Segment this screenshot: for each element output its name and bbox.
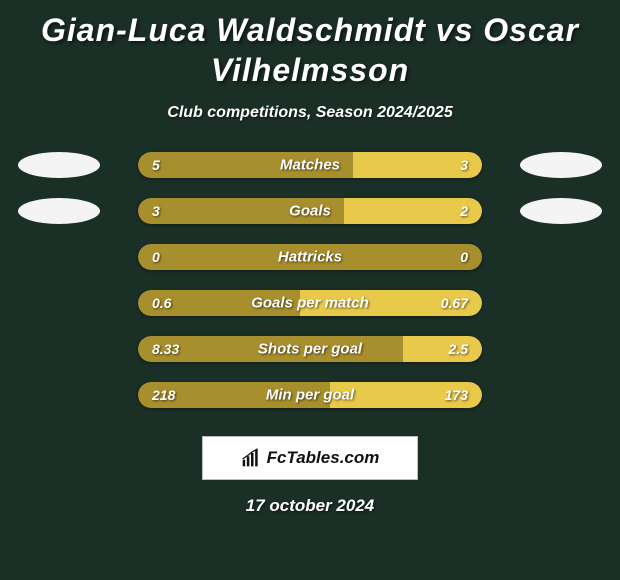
stat-bar: 5 3 Matches xyxy=(138,152,482,178)
value-right: 3 xyxy=(460,157,468,173)
page-title: Gian-Luca Waldschmidt vs Oscar Vilhelmss… xyxy=(0,0,620,90)
stat-label: Goals xyxy=(289,203,331,220)
stat-row: 3 2 Goals xyxy=(0,198,620,224)
value-left: 5 xyxy=(152,157,160,173)
team-pill-right xyxy=(520,152,602,178)
stat-row: 0 0 Hattricks xyxy=(0,244,620,270)
team-pill-left xyxy=(18,198,100,224)
value-right: 2.5 xyxy=(449,341,468,357)
stat-row: 8.33 2.5 Shots per goal xyxy=(0,336,620,362)
subtitle: Club competitions, Season 2024/2025 xyxy=(0,104,620,122)
stat-bar: 8.33 2.5 Shots per goal xyxy=(138,336,482,362)
stat-label: Goals per match xyxy=(251,295,369,312)
stat-bar: 0 0 Hattricks xyxy=(138,244,482,270)
branding-badge: FcTables.com xyxy=(202,436,418,480)
stat-row: 5 3 Matches xyxy=(0,152,620,178)
value-left: 218 xyxy=(152,387,175,403)
branding-text: FcTables.com xyxy=(267,448,380,468)
stat-bar: 218 173 Min per goal xyxy=(138,382,482,408)
fctables-logo-icon xyxy=(241,448,261,468)
comparison-chart: 5 3 Matches 3 2 Goals 0 0 Hattricks 0.6 0.67 Goals … xyxy=(0,152,620,408)
stat-label: Min per goal xyxy=(266,387,354,404)
stat-label: Matches xyxy=(280,157,340,174)
value-right: 0 xyxy=(460,249,468,265)
stat-row: 218 173 Min per goal xyxy=(0,382,620,408)
stat-label: Shots per goal xyxy=(258,341,362,358)
stat-bar: 0.6 0.67 Goals per match xyxy=(138,290,482,316)
value-right: 0.67 xyxy=(441,295,468,311)
date-label: 17 october 2024 xyxy=(0,496,620,516)
team-pill-left xyxy=(18,152,100,178)
value-left: 3 xyxy=(152,203,160,219)
value-right: 2 xyxy=(460,203,468,219)
stat-row: 0.6 0.67 Goals per match xyxy=(0,290,620,316)
value-left: 0.6 xyxy=(152,295,171,311)
stat-bar: 3 2 Goals xyxy=(138,198,482,224)
value-right: 173 xyxy=(445,387,468,403)
bar-segment-right xyxy=(403,336,482,362)
team-pill-right xyxy=(520,198,602,224)
value-left: 8.33 xyxy=(152,341,179,357)
value-left: 0 xyxy=(152,249,160,265)
stat-label: Hattricks xyxy=(278,249,342,266)
